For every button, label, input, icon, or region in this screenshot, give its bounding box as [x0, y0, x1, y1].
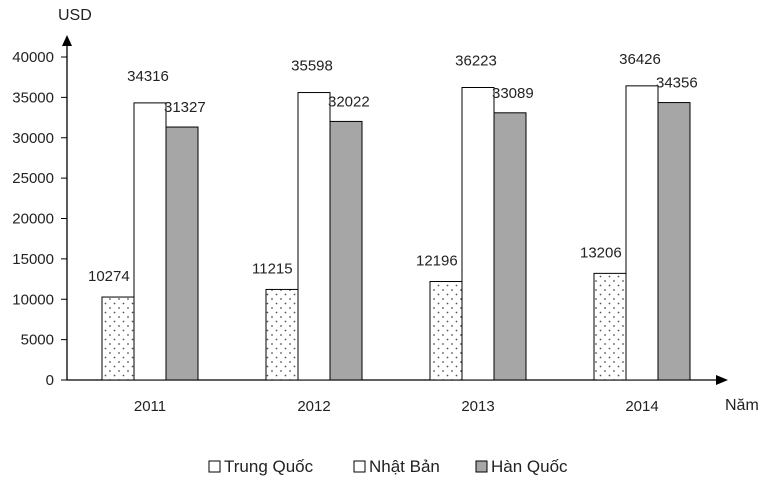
legend-swatch [208, 460, 221, 473]
legend: Trung Quốc Nhật Bản Hàn Quốc [208, 457, 568, 476]
data-label: 35598 [291, 58, 333, 75]
y-axis-title: USD [58, 7, 92, 24]
x-axis-arrow [716, 375, 728, 385]
data-label: 10274 [88, 268, 130, 285]
bar [657, 102, 691, 381]
y-tick-label: 5000 [21, 332, 54, 349]
y-tick-label: 25000 [12, 170, 54, 187]
bar [493, 112, 527, 381]
y-tick-label: 35000 [12, 89, 54, 106]
data-label: 11215 [252, 260, 293, 277]
y-axis-arrow [62, 35, 72, 46]
bar [101, 296, 135, 381]
bar [265, 288, 299, 381]
y-tick-label: 15000 [12, 251, 54, 268]
y-tick-label: 40000 [12, 49, 54, 66]
legend-label: Nhật Bản [369, 457, 440, 476]
data-label: 36223 [455, 52, 497, 69]
data-label: 34316 [127, 68, 169, 85]
bar [297, 92, 331, 381]
legend-label: Hàn Quốc [491, 457, 568, 476]
data-labels: 10274 34316 31327 11215 35598 32022 12196 36223… [88, 51, 698, 285]
bar [329, 120, 363, 381]
data-label: 33089 [492, 85, 534, 102]
legend-label: Trung Quốc [224, 457, 314, 476]
x-axis-title: Năm [725, 397, 759, 414]
bar [593, 272, 627, 381]
legend-swatch [475, 460, 488, 473]
y-tick-label: 20000 [12, 211, 54, 228]
bar [429, 281, 463, 381]
y-tick-label: 10000 [12, 291, 54, 308]
data-label: 34356 [656, 75, 698, 92]
data-label: 36426 [619, 51, 661, 68]
bars [101, 85, 691, 381]
bar [165, 126, 199, 381]
y-tick-label: 0 [46, 372, 54, 389]
axes: USD Năm 0 5000 10000 15000 20000 25000 30000 3500… [12, 7, 759, 415]
data-label: 13206 [580, 244, 622, 261]
data-label: 32022 [328, 93, 370, 110]
x-tick-label: 2014 [625, 398, 658, 415]
x-tick-label: 2012 [297, 398, 330, 415]
x-tick-label: 2013 [461, 398, 494, 415]
bar [133, 102, 167, 381]
x-tick-label: 2011 [134, 398, 166, 415]
data-label: 12196 [416, 253, 458, 270]
data-label: 31327 [164, 99, 206, 116]
bar [461, 86, 495, 381]
legend-swatch [353, 460, 366, 473]
y-tick-label: 30000 [12, 130, 54, 147]
bar [625, 85, 659, 381]
